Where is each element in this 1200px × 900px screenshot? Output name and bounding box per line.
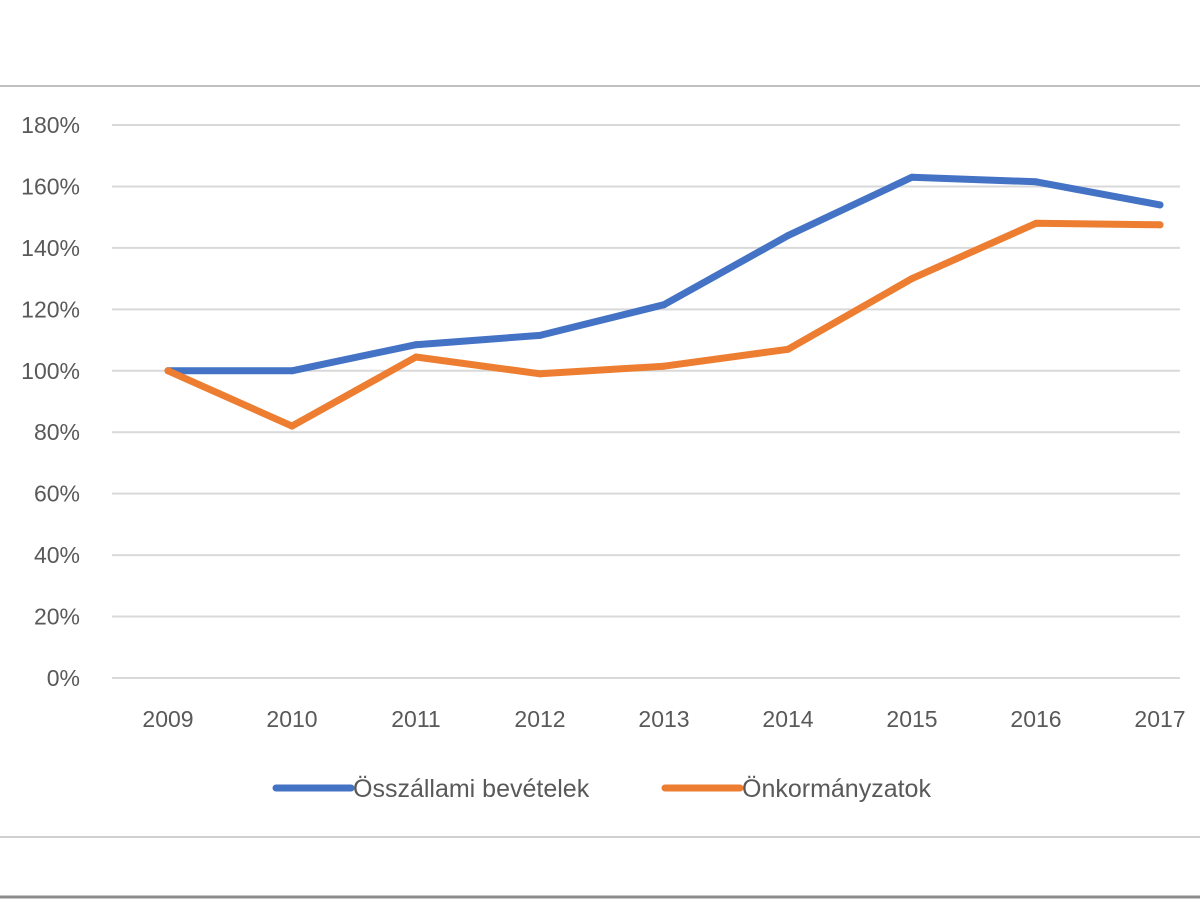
- data-point: [784, 345, 792, 353]
- gridlines: [112, 124, 1180, 679]
- y-tick-label: 20%: [34, 604, 80, 630]
- y-tick-label: 180%: [21, 112, 80, 138]
- x-tick-label: 2017: [1134, 706, 1185, 732]
- data-point: [288, 367, 296, 375]
- data-point: [536, 370, 544, 378]
- series-lines: [164, 173, 1164, 430]
- x-tick-label: 2016: [1010, 706, 1061, 732]
- y-tick-label: 160%: [21, 173, 80, 199]
- data-point: [412, 341, 420, 349]
- y-tick-label: 60%: [34, 481, 80, 507]
- data-point: [784, 232, 792, 240]
- legend-label-2: Önkormányzatok: [742, 775, 931, 803]
- x-tick-label: 2014: [762, 706, 813, 732]
- data-point: [288, 422, 296, 430]
- y-axis-ticks: 0% 20% 40% 60% 80% 100% 120% 140% 160% 180%: [21, 112, 80, 691]
- series-line-2: [164, 219, 1164, 430]
- x-tick-label: 2012: [514, 706, 565, 732]
- data-point: [908, 173, 916, 181]
- series-line-1: [164, 173, 1164, 375]
- data-point: [660, 301, 668, 309]
- x-tick-label: 2011: [391, 706, 440, 732]
- y-tick-label: 140%: [21, 235, 80, 261]
- legend-label-1: Összállami bevételek: [353, 775, 590, 803]
- data-point: [908, 275, 916, 283]
- data-point: [660, 362, 668, 370]
- legend: Összállami bevételek Önkormányzatok: [272, 775, 931, 803]
- y-tick-label: 40%: [34, 542, 80, 568]
- x-axis-ticks: 2009 2010 2011 2012 2013 2014 2015 2016 2017: [142, 706, 1185, 732]
- x-tick-label: 2009: [142, 706, 193, 732]
- y-tick-label: 120%: [21, 296, 80, 322]
- data-point: [1156, 201, 1164, 209]
- y-tick-label: 100%: [21, 358, 80, 384]
- data-point: [1032, 219, 1040, 227]
- data-point: [536, 331, 544, 339]
- data-point: [1156, 221, 1164, 229]
- x-tick-label: 2010: [266, 706, 317, 732]
- x-tick-label: 2013: [638, 706, 689, 732]
- y-tick-label: 0%: [47, 665, 80, 691]
- data-point: [164, 367, 172, 375]
- data-point: [412, 353, 420, 361]
- data-point: [1032, 178, 1040, 186]
- x-tick-label: 2015: [886, 706, 937, 732]
- y-tick-label: 80%: [34, 419, 80, 445]
